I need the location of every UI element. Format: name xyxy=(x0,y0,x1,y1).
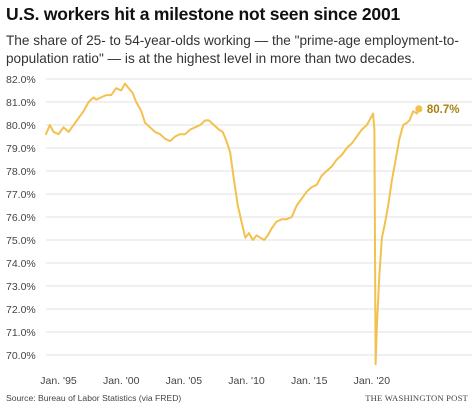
gridlines xyxy=(46,78,472,356)
chart-title: U.S. workers hit a milestone not seen si… xyxy=(6,4,401,24)
y-tick-label: 71.0% xyxy=(6,327,36,339)
y-tick-label: 70.0% xyxy=(6,350,36,362)
y-tick-label: 78.0% xyxy=(6,166,36,178)
y-axis: 82.0% 81.0% 80.0% 79.0% 78.0% 77.0% 76.0% 75.0%… xyxy=(6,74,36,362)
x-tick-label: Jan. '05 xyxy=(166,375,203,387)
y-tick-label: 80.0% xyxy=(6,120,36,132)
x-tick-label: Jan. '15 xyxy=(291,375,328,387)
y-tick-label: 77.0% xyxy=(6,189,36,201)
chart-subtitle: The share of 25- to 54-year-olds working… xyxy=(6,33,459,66)
x-axis: Jan. '95 Jan. '00 Jan. '05 Jan. '10 Jan. '15… xyxy=(40,375,390,387)
end-value-label: 80.7% xyxy=(427,104,460,116)
series-layer: 80.7% xyxy=(45,82,460,366)
y-tick-label: 76.0% xyxy=(6,212,36,224)
source-note: Source: Bureau of Labor Statistics (via … xyxy=(6,393,182,403)
y-tick-label: 75.0% xyxy=(6,235,36,247)
publisher-credit: THE WASHINGTON POST xyxy=(365,393,468,403)
y-tick-label: 79.0% xyxy=(6,143,36,155)
y-tick-label: 81.0% xyxy=(6,97,36,109)
y-tick-label: 72.0% xyxy=(6,304,36,316)
y-tick-label: 82.0% xyxy=(6,74,36,86)
y-tick-label: 73.0% xyxy=(6,281,36,293)
x-tick-label: Jan. '95 xyxy=(40,375,77,387)
x-tick-label: Jan. '10 xyxy=(228,375,265,387)
x-tick-label: Jan. '00 xyxy=(103,375,140,387)
series-line xyxy=(45,82,420,366)
x-tick-label: Jan. '20 xyxy=(354,375,391,387)
end-point-marker xyxy=(415,105,423,113)
y-tick-label: 74.0% xyxy=(6,258,36,270)
